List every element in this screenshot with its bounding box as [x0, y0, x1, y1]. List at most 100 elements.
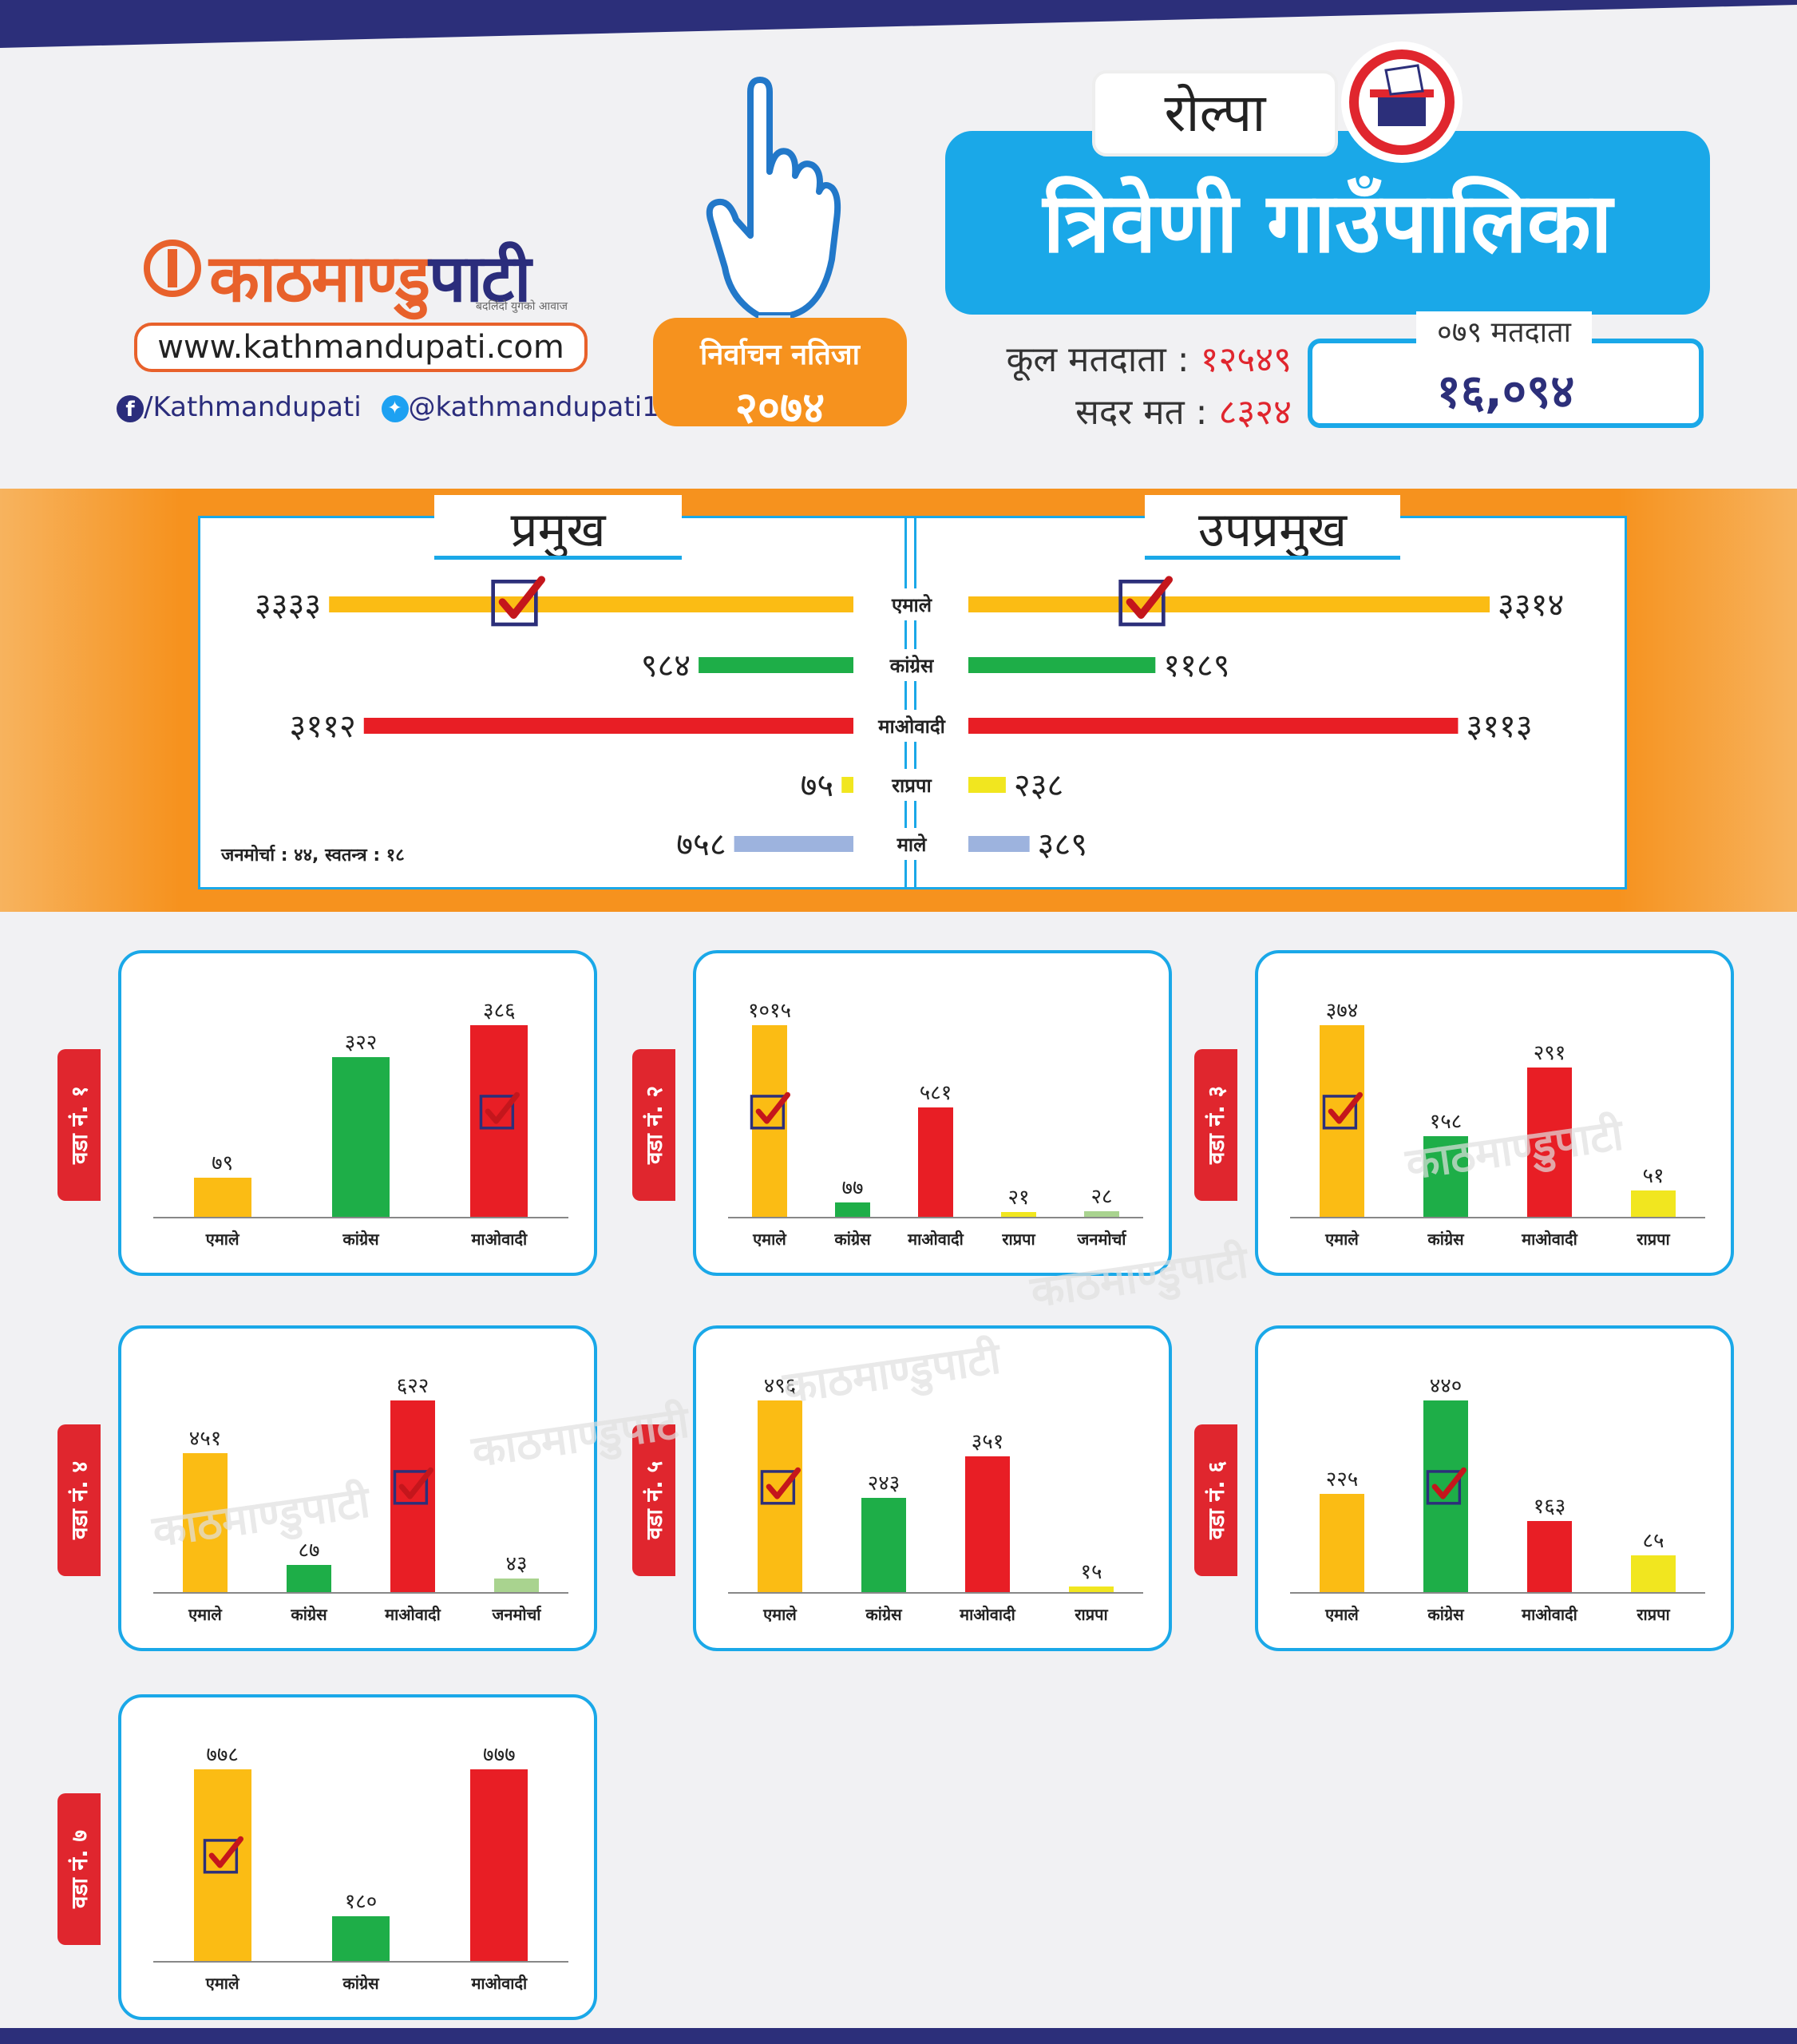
category-label: एमाले [205, 1974, 239, 1993]
ward-label-text: वडा नं. ५ [641, 1460, 667, 1540]
category-label: माओवादी [471, 1974, 528, 1993]
ward-label-text: वडा नं. ६ [1203, 1460, 1229, 1540]
category-label: राप्रपा [1637, 1605, 1670, 1624]
upapramukh-value: ३११३ [1466, 708, 1532, 745]
result-label: निर्वाचन नतिजा [700, 339, 860, 371]
category-label: माओवादी [1522, 1230, 1577, 1249]
bar [287, 1565, 331, 1592]
bar-value-label: ६२२ [396, 1374, 429, 1398]
category-label: जनमोर्चा [1077, 1230, 1126, 1249]
winner-check-icon [760, 1467, 801, 1505]
bar-value-label: ८५ [1642, 1528, 1664, 1553]
x-axis [1290, 1217, 1705, 1218]
party-label-bg [865, 588, 959, 620]
bar-value-label: ७९ [212, 1151, 234, 1175]
pramukh-value: ३३३३ [255, 587, 321, 624]
pramukh-underline [434, 556, 682, 560]
pramukh-value: ७५ [801, 767, 834, 804]
pramukh-title: प्रमुख [434, 495, 682, 558]
summary-chart: ३३३३ ३३१४ एमाले ९८४ ११८९ कांग्रेस ३११२ ३११३ माओव… [255, 576, 1564, 863]
category-label: कांग्रेस [342, 1974, 379, 1993]
winner-check-icon [203, 1836, 243, 1874]
category-label: राप्रपा [1637, 1230, 1670, 1249]
winner-check-icon [1322, 1091, 1363, 1130]
bar [965, 1456, 1010, 1592]
bar-value-label: ४९६ [763, 1374, 797, 1398]
bar-value-label: २२५ [1325, 1468, 1359, 1492]
upapramukh-value: ११८९ [1163, 648, 1229, 684]
twitter-handle[interactable]: @kathmandupati1 [408, 391, 659, 423]
voters-079-box: ०७९ मतदाता १६,०९४ [1308, 311, 1704, 428]
facebook-handle[interactable]: /Kathmandupati [144, 391, 362, 423]
voters-079-value: १६,०९४ [1436, 364, 1575, 418]
bar-value-label: ४५१ [188, 1426, 222, 1451]
category-label: एमाले [205, 1230, 239, 1249]
winner-check-icon [393, 1467, 433, 1505]
bar [1001, 1212, 1036, 1217]
x-axis [153, 1217, 568, 1218]
x-axis [153, 1961, 568, 1963]
category-label: कांग्रेस [1427, 1605, 1464, 1624]
upapramukh-bar [968, 777, 1006, 793]
bar-value-label: ७७७ [483, 1743, 516, 1768]
pramukh-value: ३११२ [290, 708, 356, 745]
category-label: जनमोर्चा [492, 1605, 541, 1624]
bar [861, 1498, 906, 1592]
category-label: एमाले [1325, 1605, 1359, 1624]
category-label: एमाले [763, 1605, 797, 1624]
ward-card: ४९६ एमाले २४३ कांग्रेस ३५१ माओवादी १५ राप्रपा [693, 1325, 1172, 1651]
bar-value-label: ४३ [505, 1552, 528, 1577]
ballot-box-icon [1341, 42, 1463, 163]
category-label: एमाले [188, 1605, 222, 1624]
ward-label: वडा नं. ६ [1194, 1424, 1237, 1576]
voter-stats: कूल मतदाता : १२५४९ सदर मत : ८३२४ [926, 334, 1292, 434]
total-voters-label: कूल मतदाता : [1006, 339, 1189, 380]
logo-wordmark-a: काठमाण्डु [209, 241, 430, 317]
winner-check [759, 1466, 801, 1511]
bar-value-label: १५८ [1429, 1109, 1463, 1134]
top-decor-band [0, 0, 1797, 48]
bar-value-label: ३७४ [1325, 999, 1359, 1023]
result-badge: निर्वाचन नतिजा २०७४ [653, 318, 907, 433]
upapramukh-value: ३८९ [1038, 826, 1087, 863]
party-label: एमाले [891, 594, 933, 616]
bar-value-label: ७७ [841, 1175, 864, 1200]
category-label: एमाले [753, 1230, 786, 1249]
website-url[interactable]: www.kathmandupati.com [134, 323, 588, 372]
total-voters-value: १२५४९ [1200, 339, 1292, 380]
bar [494, 1579, 539, 1592]
category-label: कांग्रेस [834, 1230, 871, 1249]
category-label: माओवादी [908, 1230, 964, 1249]
bar-value-label: १८० [344, 1890, 378, 1915]
category-label: कांग्रेस [291, 1605, 327, 1624]
pramukh-bar [841, 777, 853, 793]
valid-votes-row: सदर मत : ८३२४ [926, 386, 1292, 434]
pramukh-bar [329, 596, 853, 612]
logo-wordmark-b: पाटी [428, 241, 531, 317]
ward-label: वडा नं. ४ [57, 1424, 101, 1576]
winner-check-icon [750, 1091, 790, 1130]
winner-check [749, 1091, 790, 1135]
ward-label: वडा नं. ७ [57, 1793, 101, 1945]
bottom-decor-band [0, 2028, 1797, 2044]
social-links: f/Kathmandupati ✦ @kathmandupati1 [117, 391, 659, 423]
category-label: माओवादी [1522, 1605, 1577, 1624]
ward-label: वडा नं. ३ [1194, 1049, 1237, 1201]
ward-label: वडा नं. ५ [632, 1424, 675, 1576]
result-year: २०७४ [734, 382, 825, 433]
voting-finger-icon [706, 77, 841, 339]
party-label: माओवादी [877, 715, 945, 738]
total-voters-row: कूल मतदाता : १२५४९ [926, 334, 1292, 382]
party-label-bg [865, 649, 959, 681]
pramukh-value: ७५८ [676, 826, 726, 863]
bar-value-label: ५८१ [919, 1080, 952, 1105]
category-label: माओवादी [471, 1230, 528, 1249]
party-label: कांग्रेस [889, 655, 934, 677]
party-label-bg [865, 828, 959, 860]
bar-value-label: ३५१ [971, 1430, 1004, 1455]
ward-label-text: वडा नं. ३ [1203, 1085, 1229, 1165]
upapramukh-value: २३८ [1014, 767, 1063, 804]
bar [193, 1177, 251, 1217]
valid-votes-label: सदर मत : [1075, 392, 1208, 433]
bar [332, 1916, 390, 1961]
